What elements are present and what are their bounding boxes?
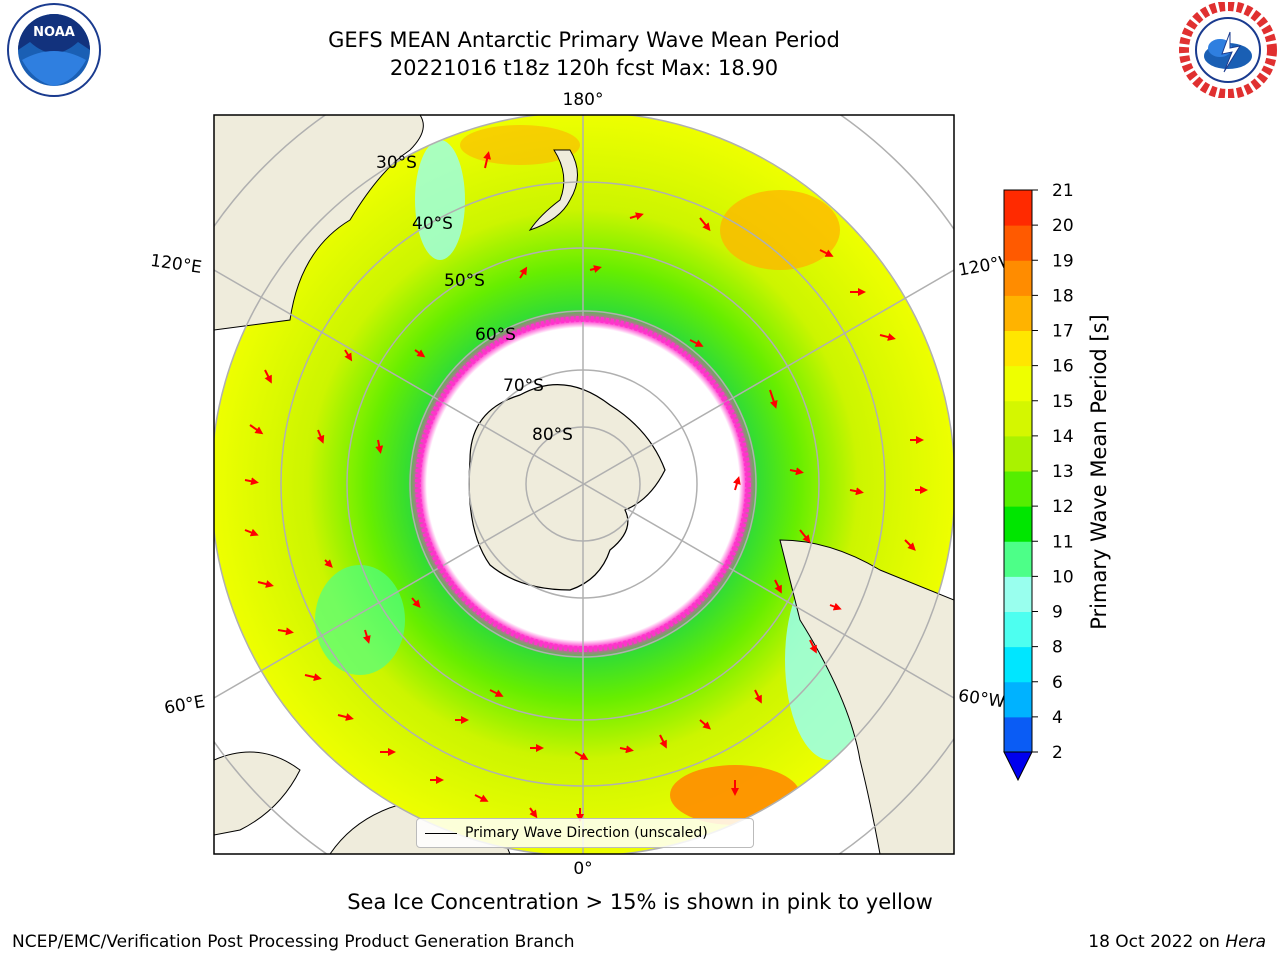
- wave-direction-arrows: [244, 151, 928, 822]
- svg-text:NOAA: NOAA: [33, 25, 75, 40]
- colorbar-segment: [1004, 611, 1032, 648]
- nws-logo: [1179, 2, 1277, 98]
- colorbar-tick-label: 12: [1052, 497, 1074, 517]
- colorbar-segment: [1004, 435, 1032, 472]
- lon-label-lower-right: 60°W: [957, 686, 1006, 712]
- colorbar-tick-label: 15: [1052, 392, 1074, 412]
- colorbar-tick-label: 4: [1052, 708, 1063, 728]
- colorbar-tick-label: 17: [1052, 322, 1074, 342]
- sea-ice-caption: Sea Ice Concentration > 15% is shown in …: [347, 890, 933, 914]
- lat-label-70s: 70°S: [503, 376, 544, 396]
- colorbar-segment: [1004, 225, 1032, 261]
- colorbar-segment: [1004, 716, 1032, 753]
- colorbar-segment: [1004, 260, 1032, 296]
- colorbar-segment: [1004, 400, 1032, 437]
- colorbar-tick-label: 9: [1052, 603, 1063, 623]
- colorbar-segment: [1004, 541, 1032, 577]
- colorbar-tick-label: 11: [1052, 532, 1074, 552]
- colorbar-segment: [1004, 330, 1032, 367]
- colorbar-tick-label: 13: [1052, 462, 1074, 482]
- colorbar-segment: [1004, 681, 1032, 718]
- colorbar-tick-label: 10: [1052, 567, 1074, 587]
- colorbar-segment: [1004, 576, 1032, 612]
- colorbar-tick-label: 14: [1052, 427, 1074, 447]
- colorbar-tick-label: 2: [1052, 743, 1063, 763]
- latitude-labels: 30°S 40°S 50°S 60°S 70°S 80°S: [376, 153, 573, 445]
- colorbar-tick-label: 21: [1052, 181, 1074, 201]
- footer-right: 18 Oct 2022 on Hera: [1088, 932, 1266, 952]
- map-frame: [213, 114, 955, 855]
- lat-label-80s: 80°S: [532, 425, 573, 445]
- colorbar-extend-arrow: [1003, 751, 1033, 782]
- footer-machine: Hera: [1225, 932, 1266, 952]
- colorbar-label: Primary Wave Mean Period [s]: [1087, 314, 1111, 630]
- lon-label-upper-left: 120°E: [149, 251, 203, 278]
- legend-label: Primary Wave Direction (unscaled): [465, 825, 708, 841]
- graticule: [214, 115, 954, 854]
- lat-label-40s: 40°S: [412, 214, 453, 234]
- footer-date: 18 Oct 2022 on: [1088, 932, 1226, 952]
- title-line-1: GEFS MEAN Antarctic Primary Wave Mean Pe…: [328, 28, 840, 52]
- sea-ice-edge: [415, 316, 751, 652]
- lat-label-60s: 60°S: [475, 325, 516, 345]
- lat-label-50s: 50°S: [444, 271, 485, 291]
- lon-label-lower-left: 60°E: [163, 692, 207, 719]
- colorbar-tick-label: 19: [1052, 251, 1074, 271]
- lon-label-bottom: 0°: [573, 859, 592, 879]
- footer-left: NCEP/EMC/Verification Post Processing Pr…: [12, 932, 575, 952]
- colorbar-segment: [1004, 646, 1032, 683]
- noaa-logo: NOAA: [7, 3, 101, 97]
- colorbar-tick-label: 8: [1052, 638, 1063, 658]
- colorbar-segment: [1004, 365, 1032, 402]
- colorbar-tick-label: 18: [1052, 286, 1074, 306]
- colorbar-tick-label: 6: [1052, 673, 1063, 693]
- colorbar-tick-label: 16: [1052, 357, 1074, 377]
- map-area: [214, 115, 954, 854]
- legend-line-sample: [425, 832, 457, 834]
- colorbar-segment: [1004, 471, 1032, 507]
- title-line-2: 20221016 t18z 120h fcst Max: 18.90: [389, 56, 779, 80]
- map-legend: Primary Wave Direction (unscaled): [416, 818, 754, 848]
- colorbar-segment: [1004, 190, 1032, 226]
- lon-label-top: 180°: [563, 90, 604, 110]
- antarctica-land: [468, 384, 666, 591]
- colorbar-tick-label: 20: [1052, 216, 1074, 236]
- colorbar-segment: [1004, 295, 1032, 331]
- lat-label-30s: 30°S: [376, 153, 417, 173]
- colorbar: 2 4 6 8 9 10 11 12 13 14 15 16 17 18 19 20 21: [1003, 181, 1074, 782]
- colorbar-segment: [1004, 506, 1032, 542]
